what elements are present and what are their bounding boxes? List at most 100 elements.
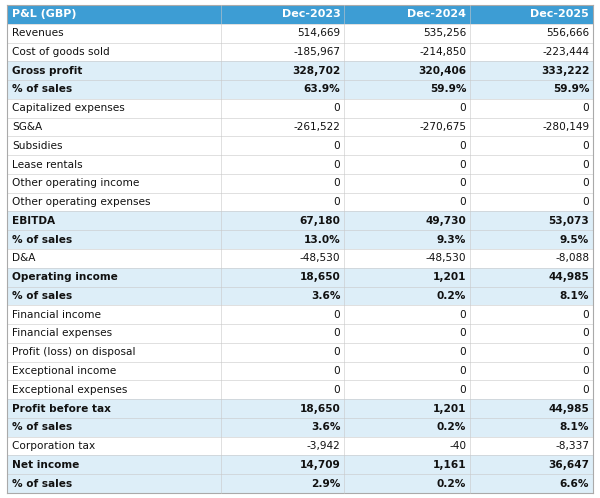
Text: Financial income: Financial income xyxy=(12,310,101,320)
Bar xyxy=(7,305,593,324)
Bar xyxy=(7,136,593,155)
Bar xyxy=(7,5,593,24)
Bar xyxy=(7,99,593,118)
Text: 0: 0 xyxy=(334,159,340,169)
Text: 0: 0 xyxy=(460,310,466,320)
Bar xyxy=(7,24,593,42)
Text: D&A: D&A xyxy=(12,253,35,263)
Text: Revenues: Revenues xyxy=(12,28,64,38)
Text: 53,073: 53,073 xyxy=(548,216,589,226)
Text: Other operating expenses: Other operating expenses xyxy=(12,197,151,207)
Text: 0: 0 xyxy=(460,385,466,395)
Text: 6.6%: 6.6% xyxy=(560,479,589,489)
Text: 0: 0 xyxy=(583,103,589,113)
Text: Capitalized expenses: Capitalized expenses xyxy=(12,103,125,113)
Text: 18,650: 18,650 xyxy=(299,272,340,282)
Text: 0.2%: 0.2% xyxy=(437,291,466,301)
Bar xyxy=(7,324,593,343)
Text: -40: -40 xyxy=(449,441,466,451)
Text: 36,647: 36,647 xyxy=(548,460,589,470)
Bar xyxy=(7,61,593,80)
Bar xyxy=(7,212,593,230)
Text: 0: 0 xyxy=(583,310,589,320)
Text: -185,967: -185,967 xyxy=(293,47,340,57)
Text: Subsidies: Subsidies xyxy=(12,141,62,151)
Text: -270,675: -270,675 xyxy=(419,122,466,132)
Text: Operating income: Operating income xyxy=(12,272,118,282)
Text: 514,669: 514,669 xyxy=(297,28,340,38)
Text: 0: 0 xyxy=(583,159,589,169)
Bar xyxy=(7,193,593,212)
Bar xyxy=(7,474,593,493)
Text: 0: 0 xyxy=(460,103,466,113)
Text: 13.0%: 13.0% xyxy=(304,235,340,245)
Text: Dec-2023: Dec-2023 xyxy=(281,9,340,19)
Bar xyxy=(7,343,593,362)
Text: 0: 0 xyxy=(583,197,589,207)
Bar xyxy=(7,155,593,174)
Bar xyxy=(7,286,593,305)
Text: 556,666: 556,666 xyxy=(546,28,589,38)
Text: 8.1%: 8.1% xyxy=(560,422,589,432)
Text: Other operating income: Other operating income xyxy=(12,178,139,188)
Text: % of sales: % of sales xyxy=(12,85,72,95)
Text: SG&A: SG&A xyxy=(12,122,42,132)
Text: Lease rentals: Lease rentals xyxy=(12,159,83,169)
Text: Profit (loss) on disposal: Profit (loss) on disposal xyxy=(12,347,136,357)
Bar xyxy=(7,437,593,456)
Text: -8,337: -8,337 xyxy=(555,441,589,451)
Bar xyxy=(7,249,593,268)
Text: % of sales: % of sales xyxy=(12,479,72,489)
Text: Profit before tax: Profit before tax xyxy=(12,403,111,413)
Text: EBITDA: EBITDA xyxy=(12,216,55,226)
Bar xyxy=(7,362,593,380)
Text: Cost of goods sold: Cost of goods sold xyxy=(12,47,110,57)
Text: 0: 0 xyxy=(460,197,466,207)
Text: 0: 0 xyxy=(583,366,589,376)
Bar xyxy=(7,118,593,136)
Text: 0: 0 xyxy=(460,347,466,357)
Text: 0: 0 xyxy=(583,329,589,339)
Text: % of sales: % of sales xyxy=(12,235,72,245)
Text: 0: 0 xyxy=(583,385,589,395)
Text: 3.6%: 3.6% xyxy=(311,422,340,432)
Text: 1,201: 1,201 xyxy=(433,272,466,282)
Bar xyxy=(7,268,593,286)
Text: 14,709: 14,709 xyxy=(299,460,340,470)
Text: 0: 0 xyxy=(334,141,340,151)
Text: 67,180: 67,180 xyxy=(299,216,340,226)
Text: 320,406: 320,406 xyxy=(418,66,466,76)
Text: 0: 0 xyxy=(460,366,466,376)
Text: Dec-2025: Dec-2025 xyxy=(530,9,589,19)
Bar xyxy=(7,80,593,99)
Bar xyxy=(7,380,593,399)
Text: % of sales: % of sales xyxy=(12,291,72,301)
Text: Gross profit: Gross profit xyxy=(12,66,82,76)
Bar xyxy=(7,174,593,193)
Text: 0: 0 xyxy=(583,347,589,357)
Text: 0: 0 xyxy=(460,329,466,339)
Text: -214,850: -214,850 xyxy=(419,47,466,57)
Text: Net income: Net income xyxy=(12,460,79,470)
Text: 1,201: 1,201 xyxy=(433,403,466,413)
Text: -261,522: -261,522 xyxy=(293,122,340,132)
Text: Financial expenses: Financial expenses xyxy=(12,329,112,339)
Text: 0.2%: 0.2% xyxy=(437,422,466,432)
Text: 0: 0 xyxy=(334,347,340,357)
Text: Exceptional expenses: Exceptional expenses xyxy=(12,385,127,395)
Text: 0: 0 xyxy=(334,178,340,188)
Text: -48,530: -48,530 xyxy=(299,253,340,263)
Text: 0: 0 xyxy=(334,310,340,320)
Text: 9.5%: 9.5% xyxy=(560,235,589,245)
Text: 0: 0 xyxy=(334,366,340,376)
Text: % of sales: % of sales xyxy=(12,422,72,432)
Bar xyxy=(7,42,593,61)
Text: 8.1%: 8.1% xyxy=(560,291,589,301)
Text: 18,650: 18,650 xyxy=(299,403,340,413)
Text: 44,985: 44,985 xyxy=(548,403,589,413)
Text: 63.9%: 63.9% xyxy=(304,85,340,95)
Text: 0: 0 xyxy=(460,159,466,169)
Text: Corporation tax: Corporation tax xyxy=(12,441,95,451)
Text: -280,149: -280,149 xyxy=(542,122,589,132)
Text: P&L (GBP): P&L (GBP) xyxy=(12,9,77,19)
